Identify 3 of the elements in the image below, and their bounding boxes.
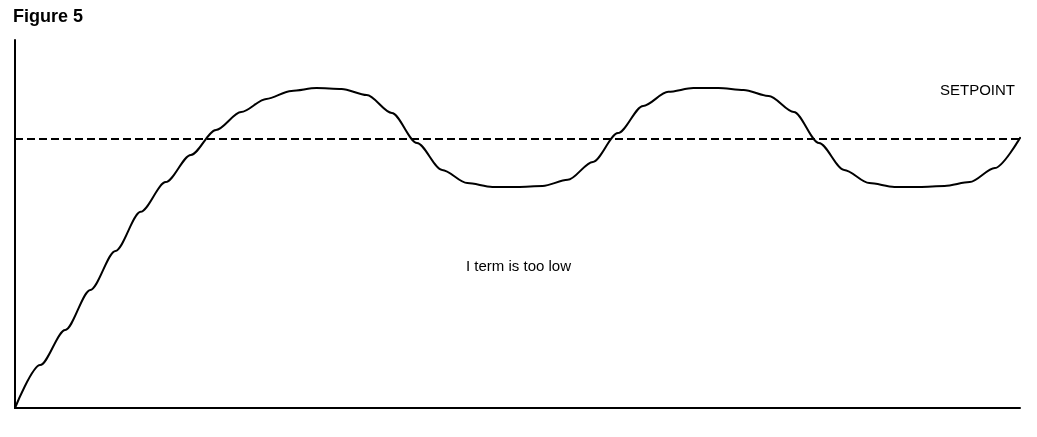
chart-title: Figure 5 [13,6,84,26]
ref-line-label: SETPOINT [939,81,1015,99]
annotation: I term is too low [465,257,572,274]
